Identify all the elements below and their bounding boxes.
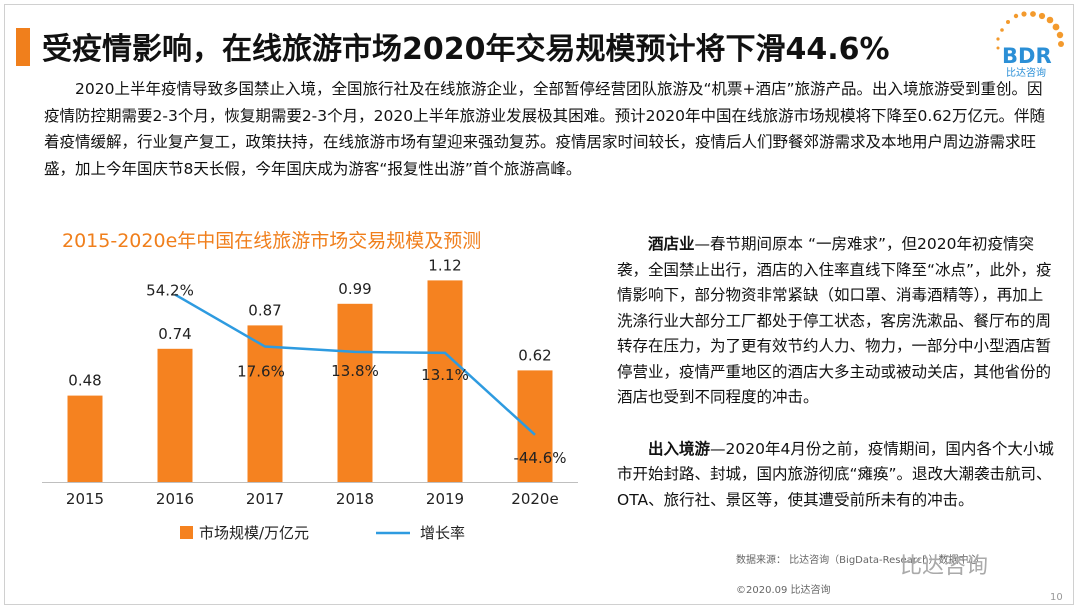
x-tick-2019: 2019 xyxy=(426,490,464,508)
bar-label-2018: 0.99 xyxy=(338,280,371,298)
copyright: ©2020.09 比达咨询 xyxy=(736,585,831,596)
title-accent-bar xyxy=(16,28,30,66)
line-label-2016: 54.2% xyxy=(146,282,194,300)
bar-2017 xyxy=(247,325,283,482)
bar-label-2016: 0.74 xyxy=(158,325,191,343)
line-label-2018: 13.8% xyxy=(331,362,379,380)
logo-subtext: 比达咨询 xyxy=(1006,66,1046,79)
hotel-text: —春节期间原本 “一房难求”，但2020年初疫情突袭，全国禁止出行，酒店的入住率… xyxy=(617,235,1052,406)
logo-text: BDR xyxy=(1002,44,1052,68)
outbound-lead: 出入境游 xyxy=(648,439,711,458)
market-chart: 0.48 2015 0.74 2016 0.87 2017 0.99 2018 1.12 2019… xyxy=(42,256,578,542)
watermark: 比达咨询 xyxy=(900,554,989,579)
legend-bar-label: 市场规模/万亿元 xyxy=(199,524,309,542)
line-label-2017: 17.6% xyxy=(237,363,285,381)
x-tick-2015: 2015 xyxy=(66,490,104,508)
x-tick-2018: 2018 xyxy=(336,490,374,508)
intro-paragraph: 2020上半年疫情导致多国禁止入境，全国旅行社及在线旅游企业，全部暂停经营团队旅… xyxy=(44,80,1046,178)
hotel-lead: 酒店业 xyxy=(648,235,695,253)
hotel-paragraph: 酒店业—春节期间原本 “一房难求”，但2020年初疫情突袭，全国禁止出行，酒店的… xyxy=(617,232,1057,411)
legend-line-label: 增长率 xyxy=(420,524,465,542)
line-label-2020e: -44.6% xyxy=(513,449,566,467)
growth-rate-line xyxy=(174,293,536,436)
x-tick-2016: 2016 xyxy=(156,490,194,508)
bar-2016 xyxy=(157,348,193,482)
bar-label-2019: 1.12 xyxy=(428,256,461,274)
x-tick-2020e: 2020e xyxy=(511,490,558,508)
line-label-2019: 13.1% xyxy=(421,366,469,384)
legend-bar-swatch xyxy=(180,526,193,539)
data-source: 数据来源： 比达咨询（BigData-Research）数据中心 xyxy=(736,555,979,566)
bar-label-2017: 0.87 xyxy=(248,301,281,319)
slide-frame xyxy=(4,4,1074,605)
bar-label-2020e: 0.62 xyxy=(518,346,551,364)
slide-title: 受疫情影响，在线旅游市场2020年交易规模预计将下滑44.6% xyxy=(42,32,890,67)
bar-2018 xyxy=(337,303,373,482)
outbound-text: —2020年4月份之前，疫情期间，国内各个大小城市开始封路、封城，国内旅游彻底“… xyxy=(617,439,1054,509)
side-text: 酒店业—春节期间原本 “一房难求”，但2020年初疫情突袭，全国禁止出行，酒店的… xyxy=(617,232,1057,513)
bar-label-2015: 0.48 xyxy=(68,372,101,390)
bar-2019 xyxy=(427,280,463,482)
chart-title: 2015-2020e年中国在线旅游市场交易规模及预测 xyxy=(62,230,482,252)
outbound-paragraph: 出入境游—2020年4月份之前，疫情期间，国内各个大小城市开始封路、封城，国内旅… xyxy=(617,437,1057,514)
bar-2020e xyxy=(517,370,553,482)
bar-2015 xyxy=(67,395,103,482)
x-tick-2017: 2017 xyxy=(246,490,284,508)
page-number: 10 xyxy=(1050,592,1063,603)
bdr-logo: BDR 比达咨询 xyxy=(996,11,1064,79)
